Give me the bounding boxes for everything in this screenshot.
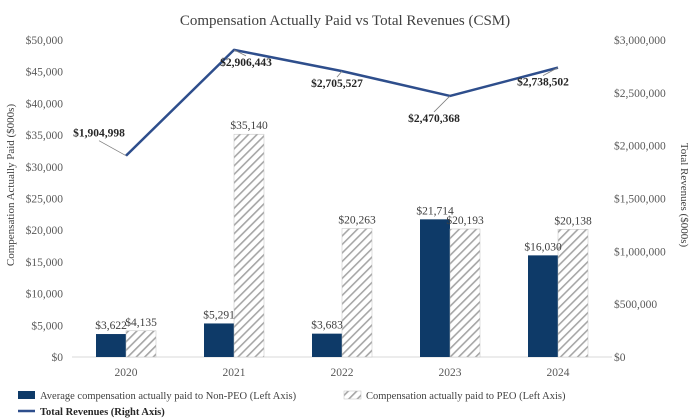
y-left-tick-label: $5,000 [31,319,63,332]
x-tick-label: 2021 [223,367,246,379]
bar-peo [449,228,481,358]
revenue-data-label: $2,470,368 [408,112,460,125]
revenue-line [125,48,559,157]
bar-non-peo [420,219,450,357]
legend-label-peo: Compensation actually paid to PEO (Left … [366,391,566,402]
y-left-tick-label: $50,000 [26,34,64,47]
y-right-tick-label: $0 [614,351,626,364]
bar-non-peo-label: $5,291 [203,308,235,321]
x-tick-label: 2020 [115,367,138,379]
revenue-label-leader [233,49,247,57]
bar-peo-label: $4,135 [125,316,157,329]
y-left-tick-label: $40,000 [26,97,64,110]
x-tick-label: 2022 [331,367,354,379]
bar-peo [233,133,265,358]
bar-non-peo [204,323,234,357]
y-right-tick-label: $1,000,000 [614,245,666,258]
y-left-tick-label: $15,000 [26,256,64,269]
y-left-tick-label: $30,000 [26,161,64,174]
y-left-tick-label: $0 [52,351,64,364]
bar-peo [125,330,157,358]
y-left-tick-label: $35,000 [26,129,64,142]
y-right-tick-label: $500,000 [614,298,657,311]
bar-non-peo-label: $3,683 [311,319,343,332]
bar-non-peo-label: $16,030 [524,240,562,253]
bar-peo [557,229,589,358]
bar-non-peo [96,334,126,357]
bar-non-peo [312,333,342,357]
revenue-label-leader [336,70,343,78]
bar-non-peo-label: $3,622 [95,319,127,332]
bar-peo [341,228,373,358]
y-right-tick-label: $3,000,000 [614,34,666,47]
bar-peo-label: $35,140 [230,119,268,132]
revenue-data-label: $2,705,527 [311,77,363,90]
bar-non-peo [528,255,558,357]
y-left-tick-label: $45,000 [26,66,64,79]
y-axis-right-label: Total Revenues ($000s) [678,143,690,248]
y-left-tick-label: $10,000 [26,288,64,301]
bar-non-peo-label: $21,714 [416,204,454,217]
chart-title: Compensation Actually Paid vs Total Reve… [180,13,510,29]
y-axis-left-label: Compensation Actually Paid ($000s) [5,104,17,267]
legend-label-non-peo: Average compensation actually paid to No… [40,391,297,402]
legend-label-revenue: Total Revenues (Right Axis) [40,407,165,418]
y-right-tick-label: $2,000,000 [614,140,666,153]
revenue-data-label: $2,738,502 [517,76,569,89]
x-tick-label: 2023 [439,367,462,379]
revenue-label-leader [542,67,559,76]
revenue-label-leader [433,95,451,113]
x-tick-label: 2024 [547,367,570,379]
bar-peo-label: $20,263 [338,214,376,227]
y-left-tick-label: $20,000 [26,224,64,237]
revenue-data-label: $2,906,443 [220,56,272,69]
y-right-tick-label: $1,500,000 [614,193,666,206]
y-right-tick-label: $2,500,000 [614,87,666,100]
legend-swatch-peo [343,390,362,400]
y-left-tick-label: $25,000 [26,193,64,206]
bar-peo-label: $20,138 [554,214,592,227]
bar-peo-label: $20,193 [446,214,484,227]
legend-swatch-non-peo [18,391,35,399]
revenue-label-leader [98,140,127,157]
revenue-data-label: $1,904,998 [73,127,125,140]
